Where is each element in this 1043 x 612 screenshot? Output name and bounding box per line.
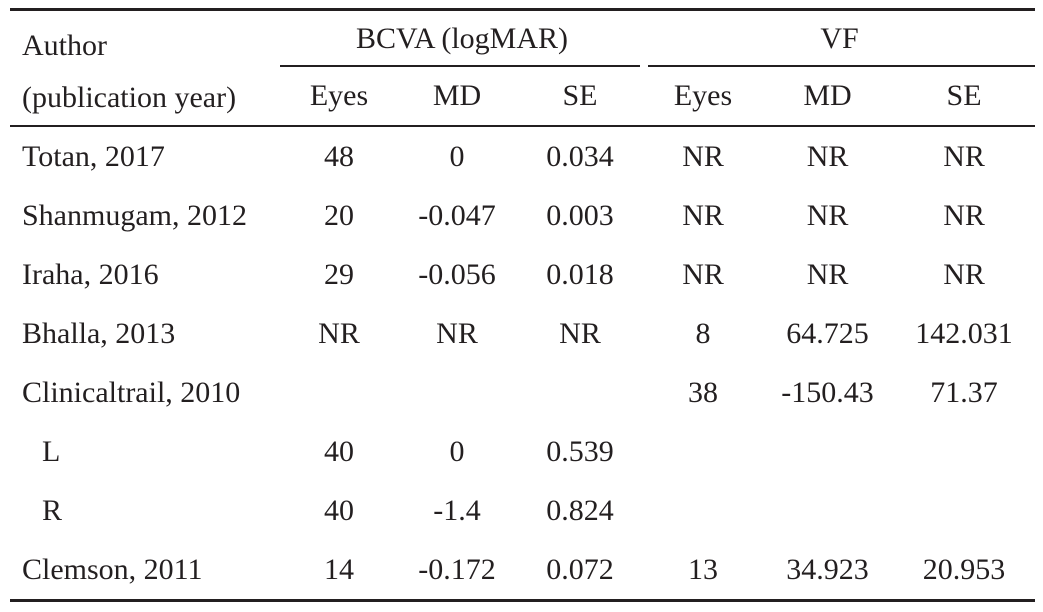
cell-vf-se	[893, 481, 1035, 540]
cell-vf-eyes: 8	[695, 317, 711, 350]
cell-vf-eyes: 38	[688, 376, 719, 409]
table-row: Totan, 2017 48 0 0.034 NR NR NR	[10, 126, 1035, 186]
cell-bcva-se: NR	[559, 317, 601, 350]
cell-bcva-eyes	[280, 363, 398, 422]
cell-bcva-md: 0	[449, 140, 465, 173]
cell-bcva-se: 0.034	[546, 140, 614, 173]
row-author: Clinicaltrail, 2010	[22, 376, 241, 409]
cell-vf-md: 64.725	[786, 317, 869, 350]
cell-vf-se: 71.37	[930, 376, 998, 409]
subheader-bcva-md: MD	[398, 67, 516, 127]
table-row: Iraha, 2016 29 -0.056 0.018 NR NR NR	[10, 245, 1035, 304]
cell-vf-md: NR	[806, 199, 849, 232]
group-header-bcva: BCVA (logMAR)	[280, 8, 645, 68]
row-author-subgroup: L	[42, 435, 61, 468]
subheader-vf-md: MD	[762, 67, 894, 127]
cell-bcva-eyes: 20	[324, 199, 354, 232]
cell-vf-se: 142.031	[915, 317, 1013, 350]
cell-vf-md: 34.923	[762, 540, 894, 602]
cell-bcva-md: 0	[449, 435, 465, 468]
results-table: Author (publication year) BCVA (logMAR) …	[10, 8, 1036, 602]
cell-vf-md: -150.43	[781, 376, 874, 409]
row-author-subgroup: R	[42, 494, 63, 527]
cell-vf-md	[762, 422, 893, 481]
row-author: Bhalla, 2013	[22, 317, 176, 350]
cell-vf-eyes	[644, 481, 762, 540]
table-row: Bhalla, 2013 NR NR NR 8 64.725 142.031	[10, 304, 1035, 363]
cell-vf-md: NR	[806, 258, 849, 291]
subheader-bcva-eyes: Eyes	[280, 67, 398, 127]
cell-bcva-md: -0.056	[418, 258, 496, 291]
cell-bcva-eyes: 48	[324, 140, 354, 173]
row-author: Totan, 2017	[22, 140, 165, 173]
cell-bcva-md: NR	[436, 317, 478, 350]
cell-bcva-md: -1.4	[433, 494, 481, 527]
cell-vf-eyes: NR	[682, 199, 724, 232]
cell-vf-eyes	[644, 422, 762, 481]
table-row: Clemson, 2011 14 -0.172 0.072 13 34.923 …	[10, 540, 1036, 602]
cell-bcva-eyes: NR	[318, 317, 360, 350]
subheader-bcva-se: SE	[516, 67, 645, 127]
table-row: Clinicaltrail, 2010 38 -150.43 71.37	[10, 363, 1035, 422]
subheader-vf-se: SE	[893, 67, 1036, 127]
cell-bcva-se: 0.824	[546, 494, 614, 527]
cell-vf-md: NR	[806, 140, 849, 173]
author-header-line-2: (publication year)	[22, 80, 237, 114]
cell-bcva-se	[516, 363, 644, 422]
row-author: Clemson, 2011	[10, 540, 280, 602]
cell-bcva-eyes: 29	[324, 258, 354, 291]
cell-vf-se: 20.953	[893, 540, 1036, 602]
row-author: Iraha, 2016	[22, 258, 159, 291]
table-row: L 40 0 0.539	[10, 422, 1035, 481]
cell-bcva-se: 0.018	[546, 258, 614, 291]
cell-bcva-se: 0.003	[546, 199, 614, 232]
cell-vf-md	[762, 481, 893, 540]
cell-bcva-eyes: 14	[280, 540, 398, 602]
cell-vf-eyes: NR	[682, 258, 724, 291]
cell-bcva-se: 0.072	[516, 540, 645, 602]
author-column-header: Author (publication year)	[10, 8, 280, 127]
cell-bcva-md: -0.047	[418, 199, 496, 232]
cell-vf-eyes: NR	[682, 140, 724, 173]
cell-bcva-eyes: 40	[324, 494, 354, 527]
table-row: Shanmugam, 2012 20 -0.047 0.003 NR NR NR	[10, 186, 1035, 245]
table-row: R 40 -1.4 0.824	[10, 481, 1035, 540]
cell-vf-se	[893, 422, 1035, 481]
cell-bcva-eyes: 40	[324, 435, 354, 468]
group-header-vf: VF	[644, 8, 1036, 68]
cell-bcva-md: -0.172	[398, 540, 516, 602]
cell-vf-se: NR	[943, 140, 985, 173]
cell-bcva-md	[398, 363, 516, 422]
data-table-container: Author (publication year) BCVA (logMAR) …	[10, 8, 1036, 602]
cell-vf-eyes: 13	[644, 540, 763, 602]
row-author: Shanmugam, 2012	[22, 199, 247, 232]
cell-vf-se: NR	[943, 258, 985, 291]
cell-bcva-se: 0.539	[546, 435, 614, 468]
subheader-vf-eyes: Eyes	[644, 67, 763, 127]
author-header-line-1: Author	[22, 29, 107, 62]
cell-vf-se: NR	[943, 199, 985, 232]
